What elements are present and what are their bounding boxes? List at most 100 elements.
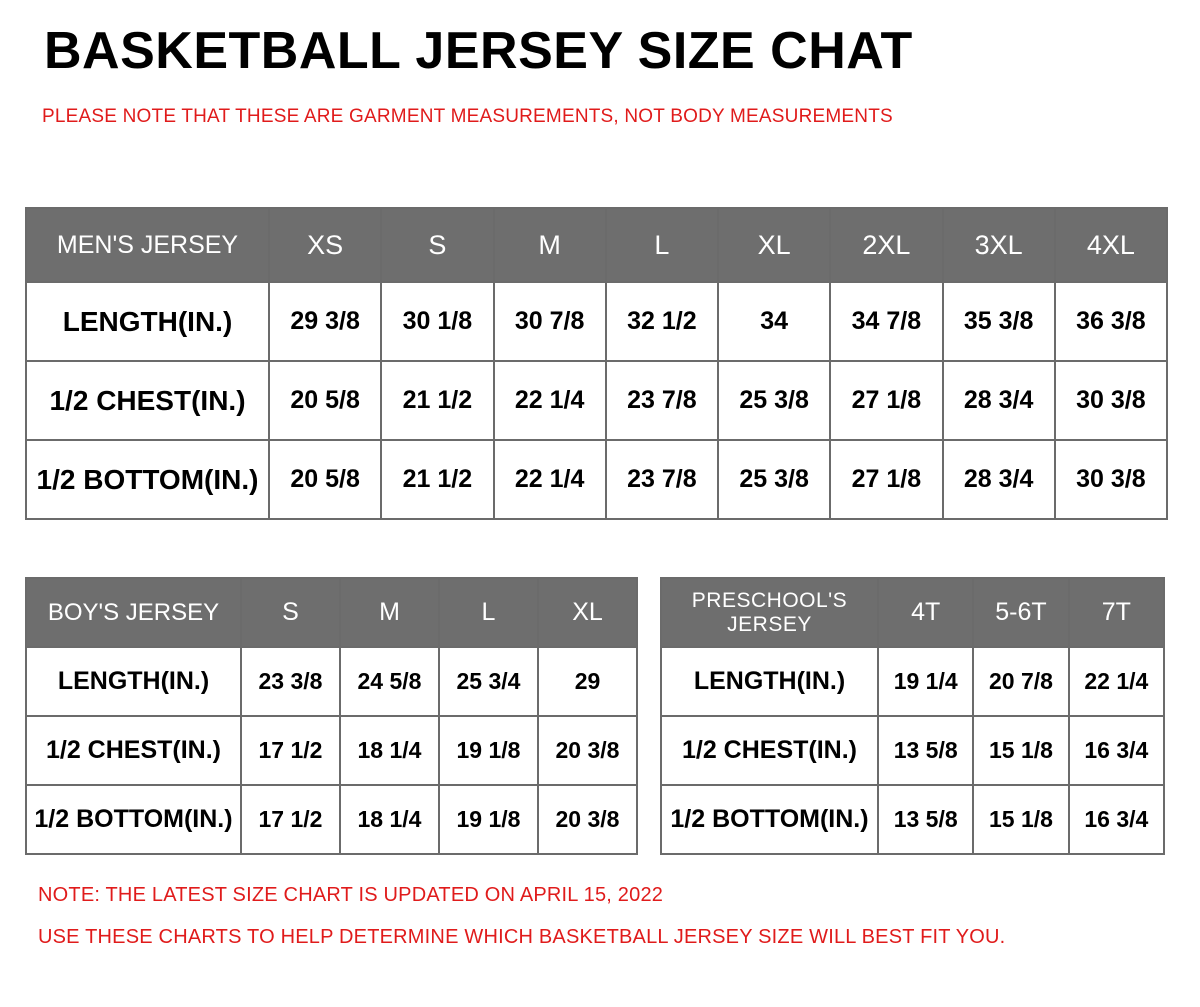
preschool-size-header: 5-6T bbox=[972, 577, 1070, 648]
boys-size-header: S bbox=[240, 577, 341, 648]
measurement-value: 13 5/8 bbox=[876, 715, 975, 786]
footer-note-usage: USE THESE CHARTS TO HELP DETERMINE WHICH… bbox=[38, 926, 1006, 948]
mens-jersey-table: MEN'S JERSEY XS S M L XL 2XL 3XL 4XL LEN… bbox=[25, 207, 1169, 520]
table-row: LENGTH(IN.) 19 1/4 20 7/8 22 1/4 bbox=[660, 646, 1166, 717]
measurement-value: 30 1/8 bbox=[380, 281, 495, 362]
measurement-value: 21 1/2 bbox=[380, 360, 495, 441]
measurement-value: 23 3/8 bbox=[240, 646, 341, 717]
measurement-value: 30 3/8 bbox=[1053, 360, 1169, 441]
mens-size-header: XL bbox=[716, 207, 832, 283]
preschool-jersey-table-wrapper: PRESCHOOL'S JERSEY 4T 5-6T 7T LENGTH(IN.… bbox=[660, 577, 1166, 855]
table-row: 1/2 BOTTOM(IN.) 17 1/2 18 1/4 19 1/8 20 … bbox=[25, 784, 638, 855]
measurement-value: 15 1/8 bbox=[972, 784, 1070, 855]
measurement-value: 22 1/4 bbox=[492, 360, 607, 441]
mens-size-header: 3XL bbox=[941, 207, 1056, 283]
measurement-value: 25 3/8 bbox=[716, 360, 832, 441]
measurement-value: 34 bbox=[716, 281, 832, 362]
preschool-jersey-table: PRESCHOOL'S JERSEY 4T 5-6T 7T LENGTH(IN.… bbox=[660, 577, 1166, 855]
measurement-value: 28 3/4 bbox=[941, 439, 1056, 520]
table-row: 1/2 CHEST(IN.) 13 5/8 15 1/8 16 3/4 bbox=[660, 715, 1166, 786]
measurement-value: 18 1/4 bbox=[339, 715, 440, 786]
mens-size-header: S bbox=[380, 207, 495, 283]
measurement-value: 27 1/8 bbox=[829, 360, 944, 441]
boys-header-row: BOY'S JERSEY S M L XL bbox=[25, 577, 638, 648]
table-row: LENGTH(IN.) 23 3/8 24 5/8 25 3/4 29 bbox=[25, 646, 638, 717]
boys-size-header: L bbox=[438, 577, 539, 648]
measurement-value: 13 5/8 bbox=[876, 784, 975, 855]
table-row: LENGTH(IN.) 29 3/8 30 1/8 30 7/8 32 1/2 … bbox=[25, 281, 1169, 362]
page-title: BASKETBALL JERSEY SIZE CHAT bbox=[44, 22, 913, 80]
measurement-value: 30 7/8 bbox=[492, 281, 607, 362]
mens-table-body: LENGTH(IN.) 29 3/8 30 1/8 30 7/8 32 1/2 … bbox=[25, 281, 1169, 520]
table-row: 1/2 CHEST(IN.) 20 5/8 21 1/2 22 1/4 23 7… bbox=[25, 360, 1169, 441]
boys-size-header: XL bbox=[537, 577, 638, 648]
measurement-value: 20 3/8 bbox=[537, 715, 638, 786]
mens-size-header: M bbox=[492, 207, 607, 283]
table-row: 1/2 BOTTOM(IN.) 13 5/8 15 1/8 16 3/4 bbox=[660, 784, 1166, 855]
measurement-value: 35 3/8 bbox=[941, 281, 1056, 362]
measurement-value: 20 5/8 bbox=[267, 360, 383, 441]
measurement-value: 19 1/4 bbox=[876, 646, 975, 717]
measurement-label: 1/2 CHEST(IN.) bbox=[25, 715, 242, 786]
measurement-value: 36 3/8 bbox=[1053, 281, 1169, 362]
boys-table-head: BOY'S JERSEY S M L XL bbox=[25, 577, 638, 648]
measurement-value: 32 1/2 bbox=[604, 281, 720, 362]
measurement-value: 29 3/8 bbox=[267, 281, 383, 362]
measurement-value: 20 5/8 bbox=[267, 439, 383, 520]
footer-note-updated: NOTE: THE LATEST SIZE CHART IS UPDATED O… bbox=[38, 884, 664, 906]
measurement-label: LENGTH(IN.) bbox=[25, 646, 242, 717]
measurement-value: 23 7/8 bbox=[604, 360, 720, 441]
footer-notes: NOTE: THE LATEST SIZE CHART IS UPDATED O… bbox=[38, 885, 1005, 947]
boys-jersey-table-wrapper: BOY'S JERSEY S M L XL LENGTH(IN.) 23 3/8… bbox=[25, 577, 638, 855]
mens-table-title: MEN'S JERSEY bbox=[25, 207, 270, 283]
measurement-value: 25 3/8 bbox=[716, 439, 832, 520]
measurement-label: 1/2 CHEST(IN.) bbox=[25, 360, 270, 441]
measurement-label: 1/2 BOTTOM(IN.) bbox=[660, 784, 879, 855]
measurement-value: 22 1/4 bbox=[492, 439, 607, 520]
measurement-value: 27 1/8 bbox=[829, 439, 944, 520]
boys-jersey-table: BOY'S JERSEY S M L XL LENGTH(IN.) 23 3/8… bbox=[25, 577, 638, 855]
measurement-value: 16 3/4 bbox=[1067, 784, 1166, 855]
preschool-table-head: PRESCHOOL'S JERSEY 4T 5-6T 7T bbox=[660, 577, 1166, 648]
measurement-value: 15 1/8 bbox=[972, 715, 1070, 786]
mens-header-row: MEN'S JERSEY XS S M L XL 2XL 3XL 4XL bbox=[25, 207, 1169, 283]
measurement-label: 1/2 CHEST(IN.) bbox=[660, 715, 879, 786]
preschool-size-header: 4T bbox=[876, 577, 975, 648]
boys-size-header: M bbox=[339, 577, 440, 648]
measurement-value: 20 3/8 bbox=[537, 784, 638, 855]
measurement-value: 29 bbox=[537, 646, 638, 717]
measurement-label: LENGTH(IN.) bbox=[660, 646, 879, 717]
garment-measurement-note: PLEASE NOTE THAT THESE ARE GARMENT MEASU… bbox=[42, 106, 893, 127]
boys-table-title: BOY'S JERSEY bbox=[25, 577, 242, 648]
measurement-value: 21 1/2 bbox=[380, 439, 495, 520]
preschool-header-row: PRESCHOOL'S JERSEY 4T 5-6T 7T bbox=[660, 577, 1166, 648]
measurement-value: 34 7/8 bbox=[829, 281, 944, 362]
measurement-value: 25 3/4 bbox=[438, 646, 539, 717]
measurement-label: 1/2 BOTTOM(IN.) bbox=[25, 784, 242, 855]
measurement-value: 20 7/8 bbox=[972, 646, 1070, 717]
mens-size-header: L bbox=[604, 207, 720, 283]
preschool-size-header: 7T bbox=[1067, 577, 1166, 648]
mens-size-header: 2XL bbox=[829, 207, 944, 283]
measurement-value: 24 5/8 bbox=[339, 646, 440, 717]
measurement-value: 28 3/4 bbox=[941, 360, 1056, 441]
preschool-table-body: LENGTH(IN.) 19 1/4 20 7/8 22 1/4 1/2 CHE… bbox=[660, 646, 1166, 855]
measurement-value: 22 1/4 bbox=[1067, 646, 1166, 717]
mens-table-head: MEN'S JERSEY XS S M L XL 2XL 3XL 4XL bbox=[25, 207, 1169, 283]
mens-jersey-table-wrapper: MEN'S JERSEY XS S M L XL 2XL 3XL 4XL LEN… bbox=[25, 207, 1169, 520]
measurement-label: 1/2 BOTTOM(IN.) bbox=[25, 439, 270, 520]
measurement-value: 23 7/8 bbox=[604, 439, 720, 520]
mens-size-header: XS bbox=[267, 207, 383, 283]
measurement-value: 19 1/8 bbox=[438, 784, 539, 855]
measurement-value: 30 3/8 bbox=[1053, 439, 1169, 520]
preschool-table-title: PRESCHOOL'S JERSEY bbox=[660, 577, 879, 648]
measurement-value: 19 1/8 bbox=[438, 715, 539, 786]
boys-table-body: LENGTH(IN.) 23 3/8 24 5/8 25 3/4 29 1/2 … bbox=[25, 646, 638, 855]
table-row: 1/2 CHEST(IN.) 17 1/2 18 1/4 19 1/8 20 3… bbox=[25, 715, 638, 786]
measurement-value: 16 3/4 bbox=[1067, 715, 1166, 786]
mens-size-header: 4XL bbox=[1053, 207, 1169, 283]
measurement-value: 18 1/4 bbox=[339, 784, 440, 855]
measurement-value: 17 1/2 bbox=[240, 715, 341, 786]
table-row: 1/2 BOTTOM(IN.) 20 5/8 21 1/2 22 1/4 23 … bbox=[25, 439, 1169, 520]
